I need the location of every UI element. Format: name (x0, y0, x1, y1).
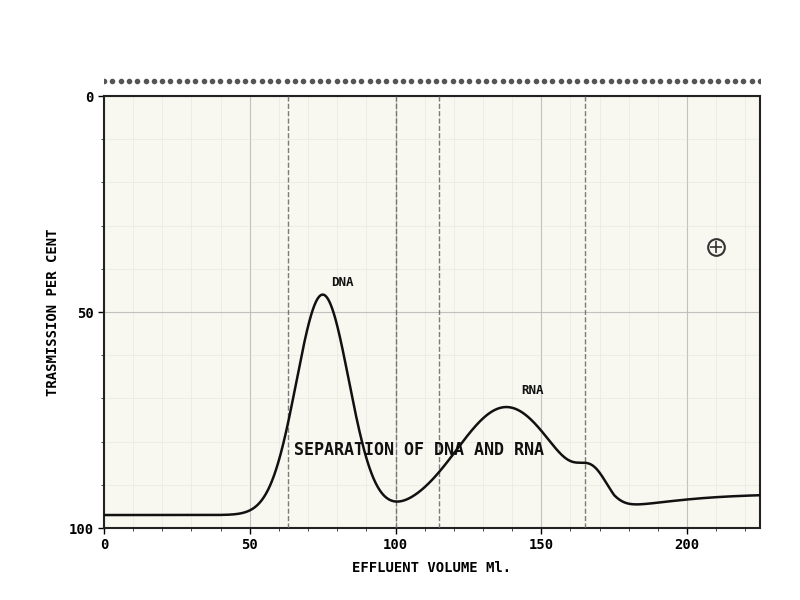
Y-axis label: TRASMISSION PER CENT: TRASMISSION PER CENT (46, 228, 60, 396)
X-axis label: EFFLUENT VOLUME Ml.: EFFLUENT VOLUME Ml. (353, 561, 511, 575)
Text: RNA: RNA (521, 384, 543, 397)
Text: SEPARATION OF DNA AND RNA: SEPARATION OF DNA AND RNA (294, 441, 544, 459)
Text: DNA: DNA (331, 276, 354, 289)
